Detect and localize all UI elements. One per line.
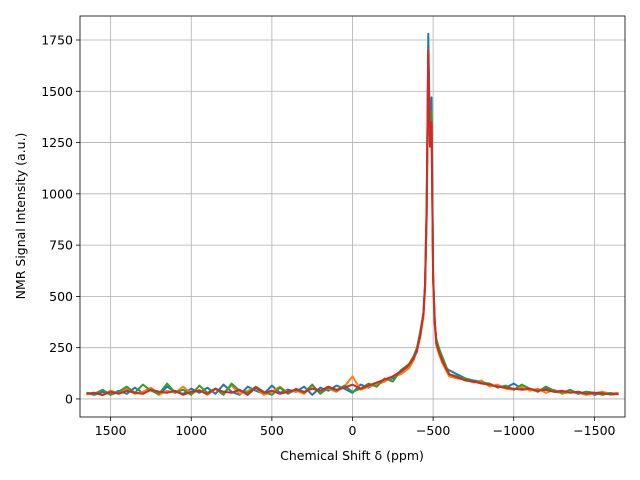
y-tick-label: 1000 bbox=[41, 186, 73, 201]
x-tick-label: −500 bbox=[416, 423, 450, 438]
y-tick-label: 1250 bbox=[41, 135, 73, 150]
y-tick-label: 750 bbox=[49, 238, 73, 253]
plot-lines bbox=[86, 32, 619, 397]
x-axis-label: Chemical Shift δ (ppm) bbox=[280, 448, 424, 463]
x-tick-label: 0 bbox=[349, 423, 357, 438]
y-tick-label: 250 bbox=[49, 340, 73, 355]
y-tick-label: 1500 bbox=[41, 84, 73, 99]
y-tick-label: 0 bbox=[65, 391, 73, 406]
y-tick-label: 1750 bbox=[41, 32, 73, 47]
ticks: 1500 1000 500 0 −500 −1000 −1500 0 250 500 750 1000… bbox=[41, 32, 615, 438]
data-line bbox=[86, 49, 619, 396]
x-tick-label: 500 bbox=[260, 423, 284, 438]
y-axis-label: NMR Signal Intensity (a.u.) bbox=[13, 133, 28, 300]
x-tick-label: 1500 bbox=[95, 423, 127, 438]
x-tick-label: −1500 bbox=[573, 423, 615, 438]
x-tick-label: 1000 bbox=[175, 423, 207, 438]
y-tick-label: 500 bbox=[49, 289, 73, 304]
x-tick-label: −1000 bbox=[493, 423, 535, 438]
